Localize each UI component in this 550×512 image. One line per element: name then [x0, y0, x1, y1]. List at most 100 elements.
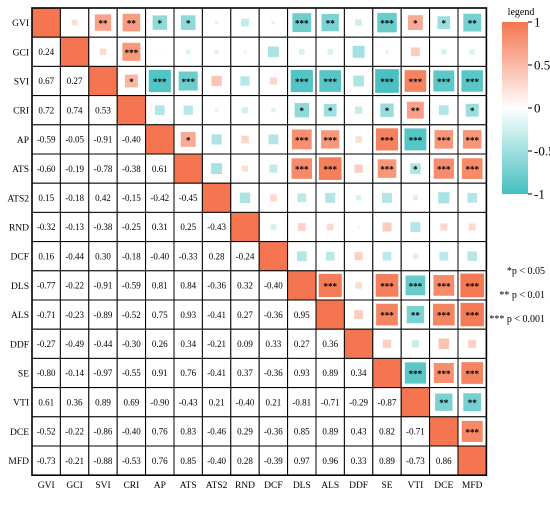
cell-GCI-SVI — [88, 36, 118, 67]
heatmap-cells: ** ** * * *** ** *** * * **0.24 ***0.67 0.27 * *** ***… — [31, 7, 488, 477]
cell-VTI-GVI: 0.61 — [31, 387, 61, 418]
cell-border — [145, 182, 175, 213]
significance-stars: *** — [153, 77, 167, 87]
cell-GCI-CRI: *** — [116, 36, 147, 67]
correlation-square — [71, 19, 78, 26]
cell-DCF-SVI: 0.30 — [88, 241, 118, 272]
cell-VTI-AP: -0.90 — [145, 387, 175, 418]
cell-border — [343, 445, 374, 476]
cell-DCE-RND: 0.29 — [230, 416, 260, 447]
cell-DCF-ATS2: 0.28 — [201, 241, 232, 272]
correlation-value: 0.15 — [38, 193, 54, 203]
cell-border — [201, 270, 232, 301]
diagonal-cell — [31, 7, 61, 38]
correlation-value: -0.86 — [94, 427, 113, 437]
cell-border — [116, 241, 147, 272]
significance-stars: *** — [465, 165, 479, 175]
correlation-square — [268, 134, 279, 145]
correlation-square — [385, 50, 389, 54]
cell-CRI-SE: * — [372, 95, 402, 126]
cell-DCE-DCE — [429, 416, 459, 447]
correlation-value: -0.41 — [207, 310, 226, 320]
significance-stars: *** — [323, 135, 337, 145]
correlation-value: -0.36 — [207, 281, 226, 291]
cell-RND-GVI: -0.32 — [31, 211, 61, 243]
cell-SE-ALS: 0.89 — [315, 357, 345, 389]
correlation-value: 0.34 — [180, 339, 196, 349]
cell-CRI-ALS: * — [315, 95, 345, 126]
cell-RND-ATS2: -0.43 — [201, 211, 232, 243]
correlation-square — [243, 50, 247, 54]
cell-GVI-ATS: * — [173, 7, 203, 38]
diagonal-cell — [315, 299, 345, 330]
cell-border — [88, 124, 118, 155]
correlation-value: 0.61 — [38, 397, 54, 407]
correlation-square — [325, 192, 336, 203]
cell-CRI-DLS: * — [287, 95, 317, 126]
cell-RND-DCE — [429, 211, 459, 243]
cell-DLS-DDF — [343, 270, 374, 301]
cell-GCI-MFD — [457, 36, 487, 67]
correlation-square — [297, 223, 306, 231]
cell-AP-DCE: *** — [429, 124, 459, 155]
note-p001: *** p < 0.001 — [489, 314, 545, 325]
column-label-CRI: CRI — [123, 481, 139, 491]
cell-AP-GVI: -0.59 — [31, 124, 61, 155]
correlation-square — [461, 362, 484, 384]
cell-border — [116, 299, 147, 330]
significance-notes: *p < 0.05 ** p < 0.01 *** p < 0.001 — [489, 266, 545, 325]
cell-SE-DDF: 0.34 — [343, 357, 374, 389]
correlation-value: -0.88 — [94, 456, 113, 466]
cell-border — [230, 328, 260, 359]
correlation-square — [406, 101, 424, 119]
cell-GVI-VTI: * — [400, 7, 431, 38]
correlation-square — [327, 48, 334, 55]
significance-stars: * — [470, 106, 475, 116]
correlation-square — [321, 13, 339, 32]
cell-AP-AP — [145, 124, 175, 155]
correlation-value: -0.49 — [65, 339, 84, 349]
cell-DCE-GCI: -0.22 — [59, 416, 90, 447]
correlation-value: -0.89 — [94, 310, 113, 320]
correlation-square — [180, 131, 196, 147]
cell-RND-MFD — [457, 211, 487, 243]
cell-border — [258, 387, 289, 418]
correlation-square — [355, 19, 362, 26]
cell-DLS-DCE: *** — [429, 270, 459, 301]
correlation-square — [435, 393, 453, 411]
cell-border — [287, 357, 317, 389]
correlation-square — [241, 165, 249, 172]
cell-RND-CRI: -0.25 — [116, 211, 147, 243]
correlation-value: -0.71 — [406, 427, 425, 437]
correlation-square — [269, 194, 277, 202]
cell-DCE-DLS: 0.85 — [287, 416, 317, 447]
cell-DLS-ATS: 0.84 — [173, 270, 203, 301]
row-label-SE: SE — [18, 370, 29, 380]
cell-DLS-VTI: *** — [400, 270, 431, 301]
cell-SE-SVI: -0.97 — [88, 357, 118, 389]
cell-border — [88, 182, 118, 213]
cell-border — [59, 270, 90, 301]
cell-border — [343, 270, 374, 301]
significance-stars: *** — [409, 281, 423, 291]
correlation-value: 0.97 — [294, 456, 310, 466]
correlation-value: -0.21 — [65, 456, 84, 466]
cell-border — [88, 299, 118, 330]
correlation-square — [326, 223, 334, 231]
cell-DLS-ATS2: -0.36 — [201, 270, 232, 301]
correlation-value: 0.28 — [209, 251, 225, 261]
correlation-value: -0.24 — [236, 251, 255, 261]
cell-MFD-SE: 0.89 — [372, 445, 402, 476]
cell-ALS-AP: 0.75 — [145, 299, 175, 330]
correlation-value: -0.21 — [207, 339, 226, 349]
cell-DCF-GVI: 0.16 — [31, 241, 61, 272]
correlation-square — [354, 252, 363, 261]
cell-VTI-MFD: ** — [457, 387, 487, 418]
cell-ATS-ATS — [173, 153, 203, 184]
row-label-ATS2: ATS2 — [7, 194, 29, 204]
correlation-square — [468, 339, 477, 348]
correlation-value: -0.53 — [122, 456, 141, 466]
correlation-square — [462, 130, 482, 149]
diagonal-cell — [429, 416, 459, 447]
correlation-square — [382, 222, 392, 232]
